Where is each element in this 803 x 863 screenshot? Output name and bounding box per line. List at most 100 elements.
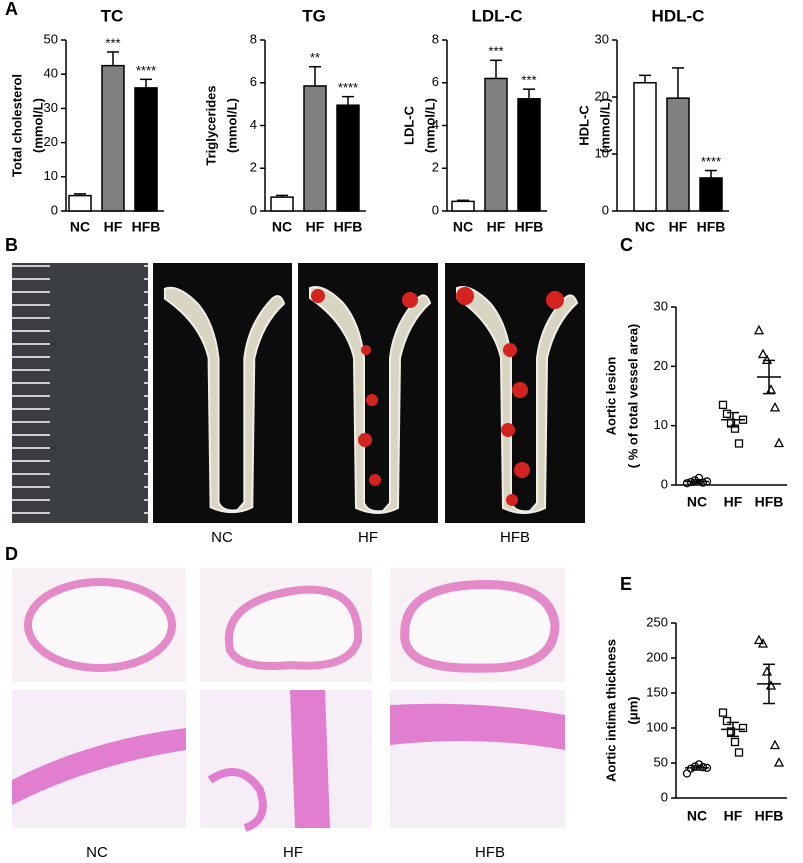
y-tick-label: 10 bbox=[595, 145, 609, 160]
bar bbox=[517, 98, 541, 212]
y-axis-label: LDL-C bbox=[401, 105, 416, 145]
y-tick-label: 10 bbox=[654, 417, 668, 432]
x-tick-label: HFB bbox=[334, 219, 363, 235]
significance: **** bbox=[338, 80, 358, 95]
y-tick-label: 30 bbox=[44, 100, 58, 115]
y-tick-label: 4 bbox=[432, 117, 439, 132]
panel-label: C bbox=[620, 235, 633, 255]
chart-title: HDL-C bbox=[652, 6, 705, 25]
photos bbox=[12, 263, 585, 523]
point bbox=[765, 680, 777, 690]
x-tick-label: HF bbox=[306, 219, 325, 235]
x-tick-label: HFB bbox=[755, 494, 784, 510]
x-tick-label: NC bbox=[70, 219, 90, 235]
y-tick-label: 100 bbox=[646, 719, 668, 734]
histology-label: HFB bbox=[475, 844, 505, 861]
x-tick-label: NC bbox=[453, 219, 473, 235]
y-tick-label: 20 bbox=[44, 134, 58, 149]
y-tick-label: 0 bbox=[432, 202, 439, 217]
bar bbox=[666, 97, 690, 212]
y-tick-label: 0 bbox=[250, 202, 257, 217]
histology bbox=[12, 568, 565, 832]
y-tick-label: 30 bbox=[595, 31, 609, 46]
point bbox=[682, 769, 692, 778]
x-tick-label: HFB bbox=[755, 808, 784, 824]
y-tick-label: 20 bbox=[654, 358, 668, 373]
y-axis-label: (mmol/L) bbox=[597, 98, 612, 153]
photo-label: HFB bbox=[500, 529, 530, 546]
photo-label: NC bbox=[211, 529, 233, 546]
point bbox=[738, 723, 748, 733]
y-tick-label: 250 bbox=[646, 614, 668, 629]
x-tick-label: HFB bbox=[697, 219, 726, 235]
x-tick-label: NC bbox=[687, 808, 707, 824]
x-tick-label: NC bbox=[687, 494, 707, 510]
bar bbox=[303, 85, 327, 212]
y-tick-label: 0 bbox=[51, 202, 58, 217]
point bbox=[753, 324, 765, 335]
point bbox=[769, 401, 781, 412]
bar bbox=[484, 77, 508, 212]
y-axis-label: Triglycerides bbox=[203, 85, 218, 165]
y-tick-label: 4 bbox=[250, 117, 257, 132]
point bbox=[722, 409, 732, 418]
photo-label: HF bbox=[358, 529, 378, 546]
point bbox=[722, 716, 732, 726]
panel-label: B bbox=[5, 235, 18, 255]
significance: *** bbox=[105, 35, 120, 50]
point bbox=[730, 424, 740, 433]
y-axis-label: (mmol/L) bbox=[224, 98, 239, 153]
y-tick-label: 200 bbox=[646, 649, 668, 664]
bar bbox=[101, 64, 125, 212]
significance: ** bbox=[310, 50, 320, 65]
x-tick-label: HFB bbox=[515, 219, 544, 235]
point bbox=[718, 708, 728, 717]
bar bbox=[451, 200, 475, 212]
chart-title: LDL-C bbox=[472, 6, 523, 25]
x-tick-label: HFB bbox=[132, 219, 161, 235]
y-tick-label: 30 bbox=[654, 298, 668, 313]
point bbox=[753, 634, 765, 645]
point bbox=[734, 748, 744, 757]
panel-label: A bbox=[5, 0, 18, 19]
x-tick-label: NC bbox=[635, 219, 655, 235]
x-tick-label: HF bbox=[104, 219, 123, 235]
y-axis-label: HDL-C bbox=[576, 105, 591, 146]
y-tick-label: 10 bbox=[44, 168, 58, 183]
x-tick-label: HF bbox=[487, 219, 506, 235]
point bbox=[773, 437, 785, 448]
y-axis-label: Aortic intima thickness bbox=[603, 639, 618, 782]
point bbox=[761, 666, 773, 676]
y-tick-label: 8 bbox=[250, 31, 257, 46]
static-text: A B C D E NC HF HFB NC HF HFB bbox=[5, 0, 633, 861]
ruler-ticks bbox=[12, 263, 148, 523]
y-axis-label: ( % of total vessel area) bbox=[625, 324, 640, 469]
y-tick-label: 150 bbox=[646, 684, 668, 699]
histology-label: HF bbox=[283, 844, 303, 861]
y-tick-label: 6 bbox=[250, 74, 257, 89]
point bbox=[730, 737, 740, 747]
point bbox=[682, 479, 692, 488]
chart-title: TG bbox=[302, 6, 326, 25]
y-axis-label: Aortic lesion bbox=[603, 357, 618, 436]
y-tick-label: 0 bbox=[661, 789, 668, 804]
significance: **** bbox=[701, 154, 721, 169]
y-tick-label: 2 bbox=[250, 160, 257, 175]
y-tick-label: 6 bbox=[432, 74, 439, 89]
significance: **** bbox=[136, 63, 156, 78]
x-tick-label: HF bbox=[669, 219, 688, 235]
point bbox=[769, 739, 781, 750]
y-axis-label: (mmol/L) bbox=[422, 98, 437, 153]
point bbox=[773, 757, 785, 767]
y-tick-label: 8 bbox=[432, 31, 439, 46]
x-tick-label: NC bbox=[272, 219, 292, 235]
bar bbox=[270, 196, 294, 212]
bar bbox=[633, 82, 657, 212]
point bbox=[757, 638, 769, 648]
panel-label: E bbox=[620, 574, 632, 594]
y-tick-label: 2 bbox=[432, 160, 439, 175]
bar bbox=[336, 104, 360, 212]
y-tick-label: 40 bbox=[44, 66, 58, 81]
y-tick-label: 0 bbox=[661, 476, 668, 491]
